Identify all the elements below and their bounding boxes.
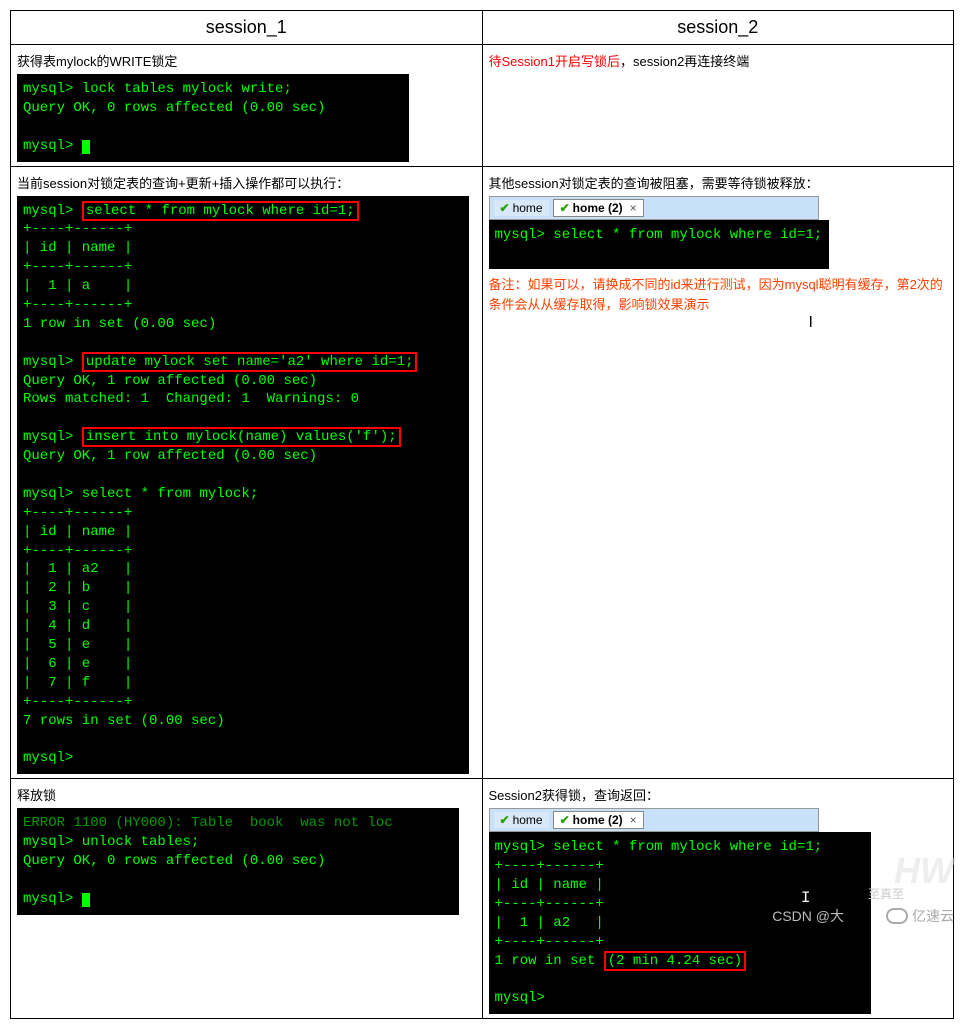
header-session1: session_1 <box>11 11 483 45</box>
session-comparison-table: session_1 session_2 获得表mylock的WRITE锁定 my… <box>10 10 954 1019</box>
table-row: 当前session对锁定表的查询+更新+插入操作都可以执行： mysql> se… <box>11 166 954 779</box>
tab-label: home (2) <box>573 813 623 827</box>
cursor-icon <box>82 140 90 154</box>
check-icon: ✔ <box>500 201 510 215</box>
header-session2: session_2 <box>482 11 954 45</box>
tab-home[interactable]: ✔home <box>494 812 549 828</box>
close-icon[interactable]: × <box>630 201 637 215</box>
table-row: 获得表mylock的WRITE锁定 mysql> lock tables myl… <box>11 45 954 167</box>
check-icon: ✔ <box>560 813 570 827</box>
check-icon: ✔ <box>500 813 510 827</box>
highlight-insert: insert into mylock(name) values('f'); <box>82 427 401 447</box>
highlight-update: update mylock set name='a2' where id=1; <box>82 352 418 372</box>
tab-home[interactable]: ✔home <box>494 200 549 216</box>
terminal-s2-result: mysql> select * from mylock where id=1; … <box>489 832 871 1014</box>
cursor-icon <box>82 893 90 907</box>
terminal-tabs: ✔home ✔home (2)× <box>489 808 819 832</box>
highlight-time: (2 min 4.24 sec) <box>604 951 746 971</box>
row2-s2-desc: 其他session对锁定表的查询被阻塞，需要等待锁被释放： <box>489 173 948 192</box>
row1-s2-desc: 待Session1开启写锁后，session2再连接终端 <box>489 51 948 70</box>
text-cursor-icon: I <box>801 888 811 910</box>
terminal-s1-lock: mysql> lock tables mylock write; Query O… <box>17 74 409 162</box>
row2-s1-desc: 当前session对锁定表的查询+更新+插入操作都可以执行： <box>17 173 476 192</box>
check-icon: ✔ <box>560 201 570 215</box>
row3-s2-desc: Session2获得锁，查询返回： <box>489 785 948 804</box>
close-icon[interactable]: × <box>630 813 637 827</box>
row1-s1-desc: 获得表mylock的WRITE锁定 <box>17 51 476 70</box>
terminal-tabs: ✔home ✔home (2)× <box>489 196 819 220</box>
tab-home2[interactable]: ✔home (2) × <box>553 199 644 217</box>
terminal-s1-ops: mysql> select * from mylock where id=1; … <box>17 196 469 775</box>
row3-s1-desc: 释放锁 <box>17 785 476 804</box>
tab-label: home <box>513 201 543 215</box>
terminal-s2-blocked: mysql> select * from mylock where id=1; <box>489 220 829 270</box>
highlight-select: select * from mylock where id=1; <box>82 201 359 221</box>
tab-label: home <box>513 813 543 827</box>
tab-home2[interactable]: ✔home (2) × <box>553 811 644 829</box>
table-row: 释放锁 ERROR 1100 (HY000): Table book was n… <box>11 779 954 1019</box>
terminal-s1-unlock: ERROR 1100 (HY000): Table book was not l… <box>17 808 459 914</box>
text-cursor-icon: I <box>809 314 813 332</box>
tab-label: home (2) <box>573 201 623 215</box>
row2-s2-note: 备注：如果可以，请换成不同的id来进行测试，因为mysql聪明有缓存，第2次的条… <box>489 275 948 314</box>
